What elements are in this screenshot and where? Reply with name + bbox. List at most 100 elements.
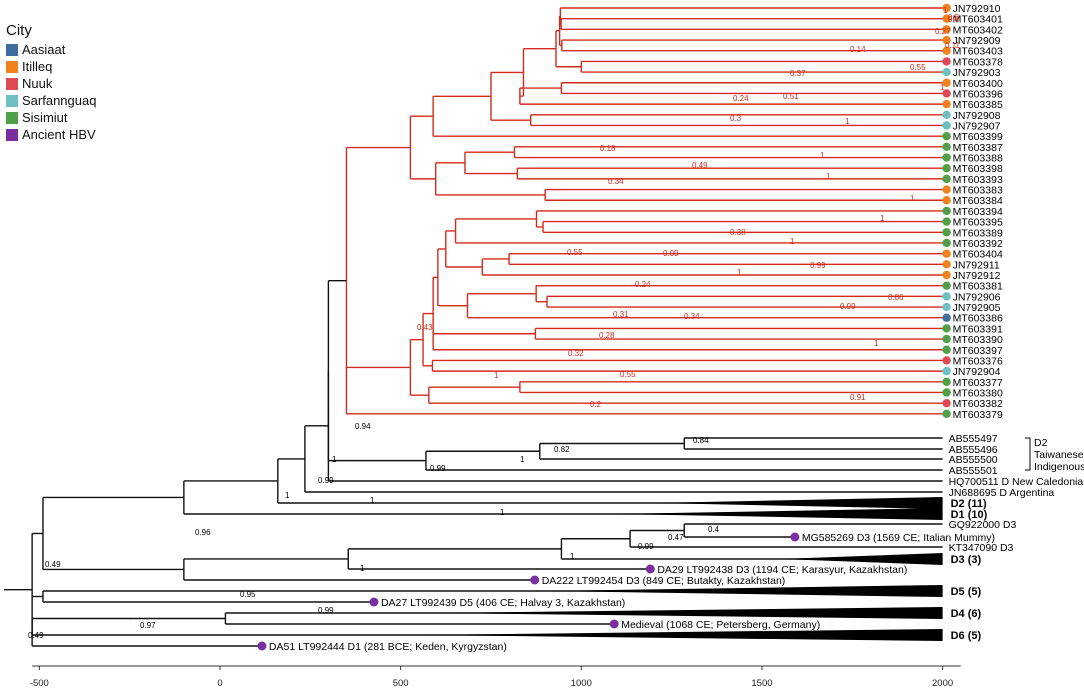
legend-item: Nuuk xyxy=(6,75,96,92)
x-axis-tick-label: 500 xyxy=(393,678,409,689)
legend-label: Nuuk xyxy=(22,76,53,91)
leaf-label: JN792906 xyxy=(953,291,1001,303)
legend-label: Sisimiut xyxy=(22,110,68,125)
leaf-label: MT603392 xyxy=(953,238,1003,250)
leaf-dot xyxy=(942,142,951,152)
leaf-label: JN792904 xyxy=(953,366,1001,378)
leaf-label: MT603403 xyxy=(953,46,1003,58)
support-value: 0.97 xyxy=(140,621,156,630)
support-value: 1 xyxy=(520,455,525,464)
support-value: 0.09 xyxy=(663,249,679,258)
support-value: 0.18 xyxy=(600,144,616,153)
collapsed-clade-label: D1 (10) xyxy=(951,509,988,521)
support-value: 0.55 xyxy=(620,370,636,379)
leaf-dot xyxy=(942,228,951,237)
leaf-dot xyxy=(942,217,951,226)
leaf-label: MT603388 xyxy=(953,153,1003,165)
leaf-label: AB555501 xyxy=(949,465,998,477)
leaf-dot xyxy=(942,57,951,66)
leaf-label: MT603389 xyxy=(953,227,1003,239)
ancient-dot xyxy=(790,532,800,542)
leaf-dot xyxy=(942,153,951,162)
ancient-label: DA222 LT992454 D3 (849 CE; Butakty, Kaza… xyxy=(542,575,786,587)
legend-label: Aasiaat xyxy=(22,42,66,57)
support-value: 0.24 xyxy=(635,280,651,289)
leaf-label: MT603384 xyxy=(953,195,1003,207)
leaf-dot xyxy=(942,366,951,376)
support-value: 0.51 xyxy=(783,92,799,101)
leaf-label: MT603404 xyxy=(953,249,1003,261)
leaf-label: MT603397 xyxy=(953,345,1003,357)
leaf-dot xyxy=(942,238,951,248)
ancient-dot xyxy=(530,575,540,585)
leaf-label: MT603376 xyxy=(953,355,1003,367)
support-value: 1 xyxy=(494,371,499,380)
support-value: 0.86 xyxy=(888,293,904,302)
leaf-dot xyxy=(942,131,951,141)
legend-label: Ancient HBV xyxy=(22,127,96,142)
leaf-dot xyxy=(942,67,951,77)
legend-label: Sarfannguaq xyxy=(22,93,97,108)
support-value: 0.99 xyxy=(840,302,856,311)
leaf-dot xyxy=(942,121,951,130)
support-value: 1 xyxy=(570,552,575,561)
leaf-label: GQ922000 D3 xyxy=(949,519,1017,531)
x-axis-tick-label: 1500 xyxy=(751,678,772,689)
support-value: 0.99 xyxy=(430,464,446,473)
collapsed-clade-label: D3 (3) xyxy=(951,554,982,566)
leaf-dot xyxy=(942,345,951,354)
leaf-label: MT603393 xyxy=(953,174,1003,186)
support-value: 0.3 xyxy=(730,114,742,123)
leaf-label: MT603396 xyxy=(953,88,1003,100)
leaf-dot xyxy=(942,206,951,216)
leaf-label: MT603395 xyxy=(953,217,1003,229)
support-value: 0.6 xyxy=(948,15,960,24)
ancient-dot xyxy=(369,597,379,607)
legend-swatch xyxy=(6,77,18,90)
support-value: 1 xyxy=(370,496,375,505)
support-value: 0.24 xyxy=(733,94,749,103)
support-value: 0.99 xyxy=(318,606,334,615)
support-value: 0.32 xyxy=(568,349,584,358)
ancient-label: DA51 LT992444 D1 (281 BCE; Keden, Kyrgyz… xyxy=(269,641,507,653)
support-value: 0.94 xyxy=(355,422,371,431)
leaf-label: MT603380 xyxy=(953,387,1003,399)
support-value: 0.14 xyxy=(850,45,866,54)
ancient-dot xyxy=(645,564,655,574)
leaf-dot xyxy=(942,174,951,184)
legend-item: Sisimiut xyxy=(6,109,96,126)
support-value: 1 xyxy=(737,268,742,277)
collapsed-clade-triangle xyxy=(545,585,943,597)
leaf-label: JN792912 xyxy=(953,270,1001,282)
support-value: 1 xyxy=(820,151,825,160)
leaf-label: MT603391 xyxy=(953,323,1003,335)
support-value: 0.9 xyxy=(948,13,960,22)
leaf-label: HQ700511 D New Caledonia xyxy=(949,476,1084,488)
leaf-label: MT603379 xyxy=(953,409,1003,421)
leaf-dot xyxy=(942,302,951,312)
support-value: 0.99 xyxy=(810,261,826,270)
support-value: 0.38 xyxy=(730,228,746,237)
leaf-label: MT603399 xyxy=(953,131,1003,143)
support-value: 0.31 xyxy=(613,310,629,319)
leaf-dot xyxy=(942,324,951,333)
leaf-label: AB555500 xyxy=(949,454,998,466)
collapsed-clade-triangle xyxy=(418,629,943,641)
legend-swatch xyxy=(6,60,18,73)
collapsed-clade-label: D4 (6) xyxy=(951,608,982,620)
ancient-dot xyxy=(609,619,619,629)
support-value: 0.49 xyxy=(45,560,61,569)
legend-item: Sarfannguaq xyxy=(6,92,96,109)
leaf-label: MT603394 xyxy=(953,206,1003,218)
support-value: 0.99 xyxy=(638,542,654,551)
leaf-dot xyxy=(942,313,951,322)
leaf-label: AB555496 xyxy=(949,444,998,456)
collapsed-clade-triangle xyxy=(653,497,943,509)
bracket-label: D2 xyxy=(1034,437,1048,449)
leaf-dot xyxy=(942,89,951,98)
leaf-label: JN792903 xyxy=(953,67,1001,79)
support-value: 1 xyxy=(880,214,885,223)
legend-swatch xyxy=(6,43,18,56)
support-value: 0.84 xyxy=(693,436,709,445)
